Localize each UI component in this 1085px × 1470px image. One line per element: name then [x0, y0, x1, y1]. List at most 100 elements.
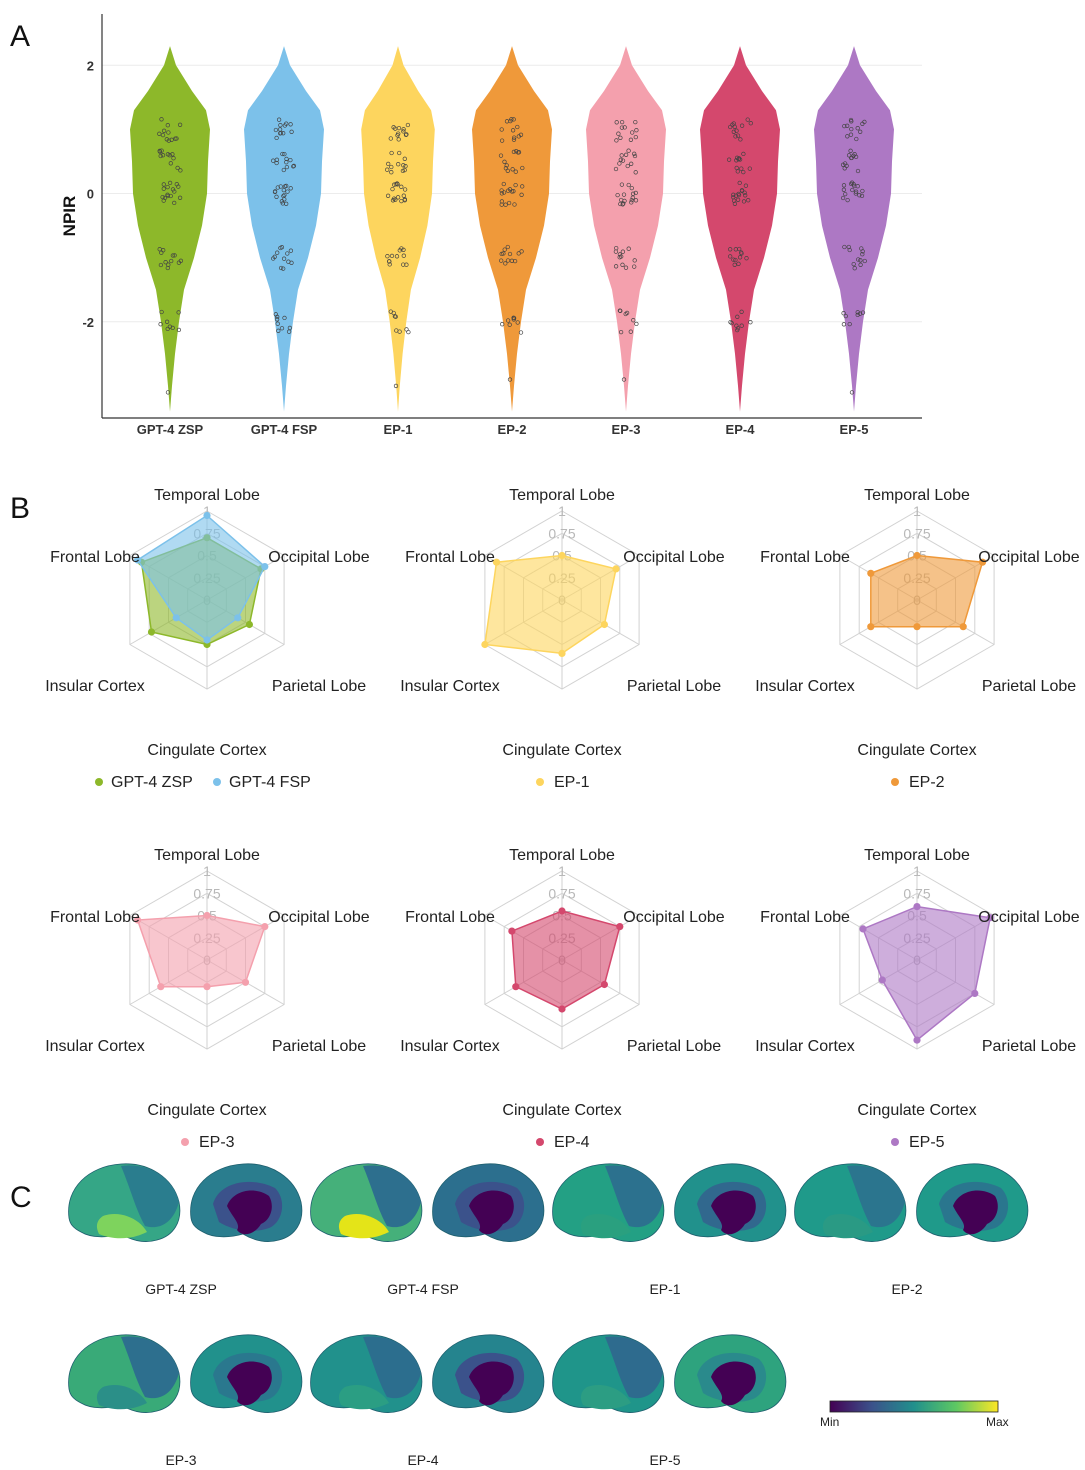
radar-series-area	[511, 910, 621, 1010]
x-tick-label: EP-1	[384, 422, 413, 437]
data-point	[160, 153, 166, 158]
data-point	[846, 153, 852, 158]
radar-axis-label: Parietal Lobe	[272, 1038, 366, 1055]
data-point	[855, 126, 860, 131]
violin-body	[472, 46, 552, 412]
violin-body	[361, 46, 435, 412]
data-point	[626, 148, 631, 153]
data-point	[160, 132, 166, 138]
data-point	[505, 318, 511, 323]
data-point	[499, 258, 504, 263]
data-point	[168, 193, 173, 199]
legend-marker	[536, 1138, 544, 1146]
data-point	[520, 184, 525, 189]
radar-point	[978, 558, 987, 566]
radar-point	[261, 563, 269, 571]
data-point	[511, 137, 517, 142]
radar-point	[558, 649, 566, 658]
data-point	[848, 132, 854, 137]
data-point	[623, 265, 629, 270]
data-point	[165, 265, 170, 271]
data-point	[630, 130, 635, 135]
data-point	[161, 186, 166, 191]
data-point	[172, 189, 177, 194]
data-point	[503, 261, 508, 266]
brain-medial-wall	[227, 1361, 272, 1406]
data-point	[284, 156, 289, 162]
data-point	[841, 311, 846, 316]
data-point	[394, 328, 399, 333]
data-point	[399, 184, 404, 189]
radial-tick-label: 0.75	[548, 525, 575, 541]
data-point	[858, 262, 863, 267]
data-point	[862, 258, 867, 264]
data-point	[164, 319, 170, 324]
radar-point	[261, 923, 269, 931]
radial-tick-label: 1	[558, 503, 566, 519]
data-point	[614, 138, 619, 143]
data-point	[402, 156, 407, 161]
panel-letter-b: B	[10, 492, 30, 525]
data-point	[620, 249, 626, 254]
data-point	[159, 148, 164, 153]
data-point	[728, 319, 733, 325]
data-point	[618, 197, 624, 203]
data-point	[502, 247, 507, 252]
data-point	[159, 309, 164, 315]
data-point	[169, 137, 174, 142]
radar-point	[147, 628, 156, 636]
data-point	[748, 320, 753, 325]
radar-point	[859, 925, 867, 933]
data-point	[734, 128, 739, 133]
data-point	[166, 130, 171, 135]
data-point	[393, 383, 399, 389]
data-point	[509, 117, 514, 122]
brain-parietal-region	[605, 1336, 663, 1399]
data-point	[175, 165, 180, 171]
radar-point	[508, 927, 516, 935]
data-point	[632, 258, 637, 263]
data-point	[735, 133, 741, 138]
radar-point	[600, 620, 609, 629]
data-point	[172, 200, 177, 206]
data-point	[619, 119, 625, 125]
brain-pair: EP-2	[794, 1163, 1029, 1297]
y-tick-label: 0	[87, 187, 94, 202]
data-point	[618, 201, 623, 207]
brain-medial-wall	[711, 1361, 756, 1406]
radar-axis-label: Insular Cortex	[45, 1038, 145, 1055]
data-point	[513, 182, 518, 188]
data-point	[855, 168, 861, 174]
data-point	[503, 202, 508, 207]
data-point	[274, 160, 279, 166]
radar-axis-label: Frontal Lobe	[50, 549, 140, 566]
data-point	[276, 328, 281, 333]
data-point	[285, 189, 290, 194]
data-point	[851, 182, 856, 187]
radial-tick-label: 0.75	[193, 885, 220, 901]
data-point	[288, 122, 293, 127]
data-point	[626, 246, 631, 251]
data-point	[739, 309, 744, 314]
data-point	[860, 249, 865, 254]
data-point	[386, 161, 391, 167]
data-point	[291, 164, 296, 169]
colorbar-max-label: Max	[986, 1415, 1009, 1429]
data-point	[843, 313, 848, 319]
radar-point	[913, 1036, 921, 1044]
data-point	[741, 199, 747, 204]
data-point	[176, 327, 182, 333]
data-point	[739, 188, 745, 193]
radial-tick-label: 0.75	[548, 885, 575, 901]
radar-point	[600, 980, 609, 989]
y-tick-label: 2	[87, 58, 94, 73]
data-point	[276, 117, 282, 122]
data-point	[176, 260, 182, 265]
data-point	[623, 152, 629, 157]
data-point	[618, 135, 623, 140]
x-tick-label: GPT-4 FSP	[251, 422, 318, 437]
data-point	[401, 193, 406, 198]
data-point	[743, 183, 749, 188]
data-point	[515, 124, 520, 130]
